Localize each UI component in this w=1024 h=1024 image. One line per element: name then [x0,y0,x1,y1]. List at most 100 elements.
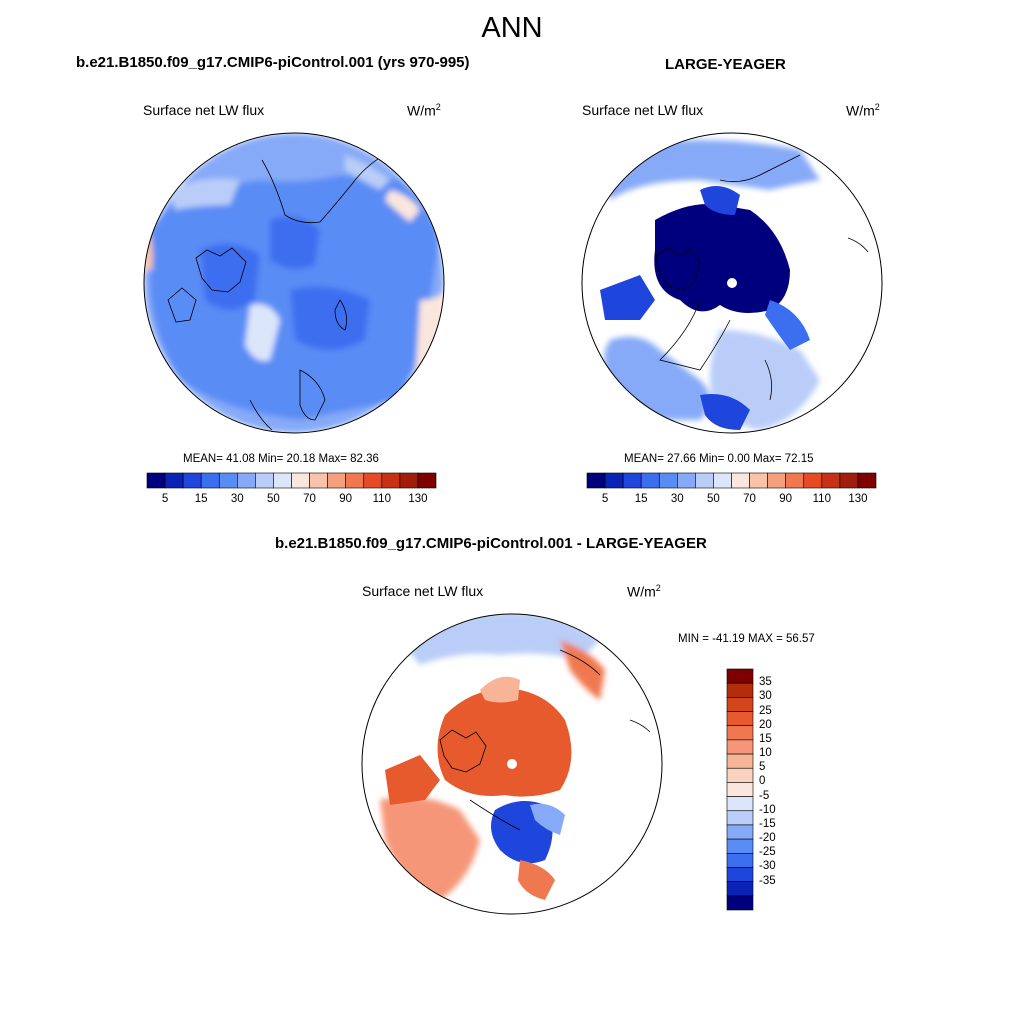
colorbar-tick-label: 15 [759,732,772,745]
colorbar-swatch [273,472,292,489]
colorbar-tick-label: 90 [779,493,793,505]
colorbar-swatch [803,472,823,489]
colorbar-swatch [767,472,786,489]
colorbar-tick-label: -30 [759,860,776,873]
colorbar-swatch [309,472,328,489]
colorbar-tick-label: 110 [372,493,391,505]
colorbar-tick-label: 5 [759,761,766,774]
colorbar-tick-label: 20 [759,718,772,731]
colorbar-tick-label: 110 [812,493,831,505]
colorbar-swatch [622,472,642,489]
colorbar-tick-label: -15 [759,817,776,830]
colorbar-swatch [255,472,274,489]
right-stats: MEAN= 27.66 Min= 0.00 Max= 72.15 [624,453,814,465]
colorbar-swatch [726,682,754,698]
colorbar-swatch [345,472,365,489]
colorbar-swatch [726,881,754,897]
figure-title: ANN [481,12,543,44]
colorbar-swatch [726,697,754,712]
colorbar-swatch [821,472,841,489]
colorbar-swatch [785,472,805,489]
colorbar-tick-label: 35 [759,676,772,689]
colorbar-swatch [726,725,754,741]
colorbar-swatch [749,472,768,489]
colorbar-tick-label: 5 [161,493,169,505]
colorbar-tick-label: 70 [743,493,756,505]
colorbar-swatch [677,472,696,489]
colorbar-tick-label: 15 [194,493,208,505]
left-units-label: W/m2 [407,102,441,119]
colorbar-swatch [586,472,606,489]
colorbar-tick-label: 0 [759,775,766,788]
colorbar-tick-label: 30 [670,493,684,505]
difference-colorbar [726,668,754,911]
colorbar-swatch [726,711,754,727]
colorbar-swatch [839,472,859,489]
colorbar-swatch [327,472,346,489]
colorbar-tick-label: -25 [759,846,776,859]
difference-polar-map [361,613,663,915]
colorbar-swatch [726,668,754,684]
colorbar-swatch [731,472,750,489]
colorbar-swatch [200,472,220,489]
right-panel-title: LARGE-YEAGER [665,56,786,73]
colorbar-swatch [726,739,754,755]
colorbar-swatch [604,472,624,489]
left-variable-label: Surface net LW flux [143,102,265,118]
colorbar-swatch [726,852,754,868]
bottom-variable-label: Surface net LW flux [362,583,484,599]
bottom-units-label: W/m2 [627,583,661,600]
colorbar-tick-label: -20 [759,832,776,845]
colorbar-tick-label: 30 [759,690,772,703]
colorbar-swatch [726,838,754,854]
left-polar-map [143,132,445,434]
right-colorbar [586,472,877,489]
colorbar-tick-label: -5 [759,789,770,802]
colorbar-swatch [381,472,401,489]
colorbar-tick-label: 10 [759,747,772,760]
colorbar-tick-label: 5 [601,493,609,505]
right-polar-map [581,132,883,434]
colorbar-swatch [218,472,238,489]
colorbar-swatch [182,472,202,489]
colorbar-swatch [399,472,419,489]
colorbar-tick-label: 70 [303,493,316,505]
diff-stats: MIN = -41.19 MAX = 56.57 [678,633,815,645]
colorbar-tick-label: 90 [339,493,353,505]
colorbar-swatch [695,472,714,489]
left-colorbar [146,472,437,489]
colorbar-swatch [146,472,166,489]
colorbar-tick-label: 25 [759,704,772,717]
colorbar-swatch [726,810,754,826]
right-units-label: W/m2 [846,102,880,119]
bottom-panel-title: b.e21.B1850.f09_g17.CMIP6-piControl.001 … [275,535,707,552]
colorbar-swatch [237,472,256,489]
colorbar-swatch [726,824,754,840]
colorbar-tick-label: 130 [408,493,428,505]
colorbar-swatch [726,867,754,882]
colorbar-swatch [291,472,310,489]
colorbar-swatch [363,472,383,489]
colorbar-swatch [726,753,754,769]
colorbar-tick-label: 130 [848,493,868,505]
colorbar-tick-label: -10 [759,803,776,816]
right-variable-label: Surface net LW flux [582,102,704,118]
colorbar-swatch [857,472,877,489]
colorbar-tick-label: 30 [230,493,244,505]
colorbar-swatch [726,782,754,797]
colorbar-tick-label: 50 [267,493,280,505]
colorbar-swatch [417,472,437,489]
colorbar-swatch [726,796,754,812]
colorbar-swatch [726,895,754,911]
left-stats: MEAN= 41.08 Min= 20.18 Max= 82.36 [183,453,379,465]
colorbar-swatch [164,472,184,489]
left-panel-title: b.e21.B1850.f09_g17.CMIP6-piControl.001 … [76,54,470,71]
colorbar-swatch [713,472,732,489]
colorbar-swatch [726,767,754,783]
colorbar-tick-label: 50 [707,493,720,505]
colorbar-tick-label: 15 [634,493,648,505]
colorbar-tick-label: -35 [759,874,776,887]
colorbar-swatch [658,472,678,489]
colorbar-swatch [640,472,660,489]
